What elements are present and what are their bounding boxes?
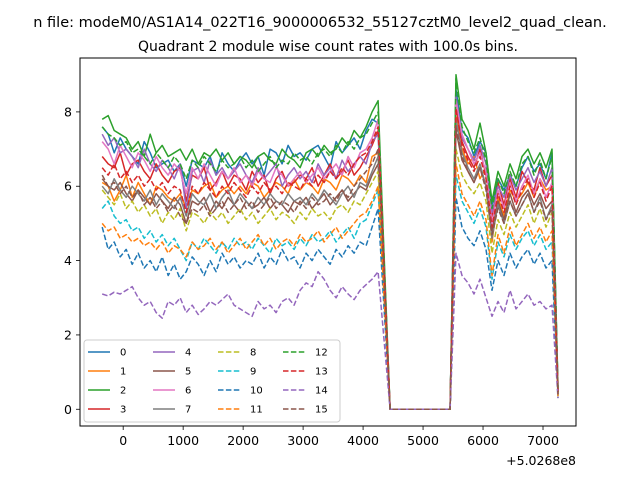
- chart-title: Quadrant 2 module wise count rates with …: [138, 39, 518, 55]
- legend-label-9: 9: [250, 367, 256, 378]
- legend-box: [83, 339, 341, 423]
- axes-frame: [79, 57, 577, 427]
- series-line-8: [101, 148, 559, 411]
- x-offset-label: +5.0268e8: [506, 453, 576, 468]
- y-tick-label: 8: [64, 104, 72, 119]
- series-line-4: [101, 96, 559, 411]
- x-tick-label: 7000: [527, 433, 559, 448]
- x-tick-label: 3000: [287, 433, 319, 448]
- legend-label-4: 4: [185, 348, 191, 359]
- legend-label-0: 0: [120, 348, 126, 359]
- series-line-7: [101, 118, 559, 411]
- y-tick-label: 0: [64, 402, 72, 417]
- legend-label-1: 1: [120, 367, 126, 378]
- legend-label-14: 14: [315, 386, 328, 397]
- suptitle: n file: modeM0/AS1A14_022T16_9000006532_…: [33, 15, 607, 31]
- legend-label-8: 8: [250, 348, 256, 359]
- legend-label-15: 15: [315, 405, 328, 416]
- series-line-2: [101, 73, 559, 411]
- series-line-12: [101, 77, 559, 411]
- series-line-9: [101, 174, 559, 411]
- y-tick-label: 4: [64, 253, 72, 268]
- legend-label-3: 3: [120, 405, 126, 416]
- series-line-11: [101, 163, 559, 411]
- legend-label-10: 10: [250, 386, 263, 397]
- legend-label-11: 11: [250, 405, 263, 416]
- y-tick-label: 2: [64, 327, 72, 342]
- legend-label-12: 12: [315, 348, 328, 359]
- x-tick-label: 6000: [467, 433, 499, 448]
- x-tick-label: 1000: [167, 433, 199, 448]
- legend-label-7: 7: [185, 405, 191, 416]
- legend-label-13: 13: [315, 367, 328, 378]
- legend-label-2: 2: [120, 386, 126, 397]
- series-layer: [101, 73, 559, 411]
- legend-label-6: 6: [185, 386, 191, 397]
- legend-label-5: 5: [185, 367, 191, 378]
- series-line-6: [101, 99, 559, 411]
- x-axis: 0 1000 2000 3000 4000 5000 6000 7000: [119, 426, 559, 448]
- series-line-13: [101, 107, 559, 411]
- x-tick-label: 2000: [227, 433, 259, 448]
- x-tick-label: 5000: [407, 433, 439, 448]
- x-tick-label: 0: [119, 433, 127, 448]
- y-axis: 0 2 4 6 8: [64, 104, 80, 417]
- axes-layer: [79, 57, 577, 427]
- series-line-14: [101, 252, 559, 411]
- y-tick-label: 6: [64, 179, 72, 194]
- x-tick-label: 4000: [347, 433, 379, 448]
- series-line-15: [101, 126, 559, 411]
